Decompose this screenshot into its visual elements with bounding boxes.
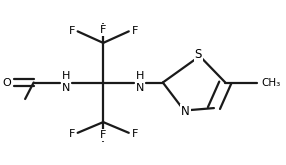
Text: F: F bbox=[132, 129, 138, 139]
Text: O: O bbox=[2, 78, 11, 87]
Text: H
N: H N bbox=[62, 71, 70, 93]
Text: F: F bbox=[100, 25, 106, 35]
Text: F: F bbox=[68, 26, 75, 35]
Text: F: F bbox=[100, 130, 106, 140]
Text: F: F bbox=[132, 26, 138, 35]
Text: F: F bbox=[68, 129, 75, 139]
Text: H
N: H N bbox=[136, 71, 144, 93]
Text: CH₃: CH₃ bbox=[262, 78, 281, 87]
Text: N: N bbox=[181, 105, 190, 118]
Text: S: S bbox=[195, 48, 202, 61]
